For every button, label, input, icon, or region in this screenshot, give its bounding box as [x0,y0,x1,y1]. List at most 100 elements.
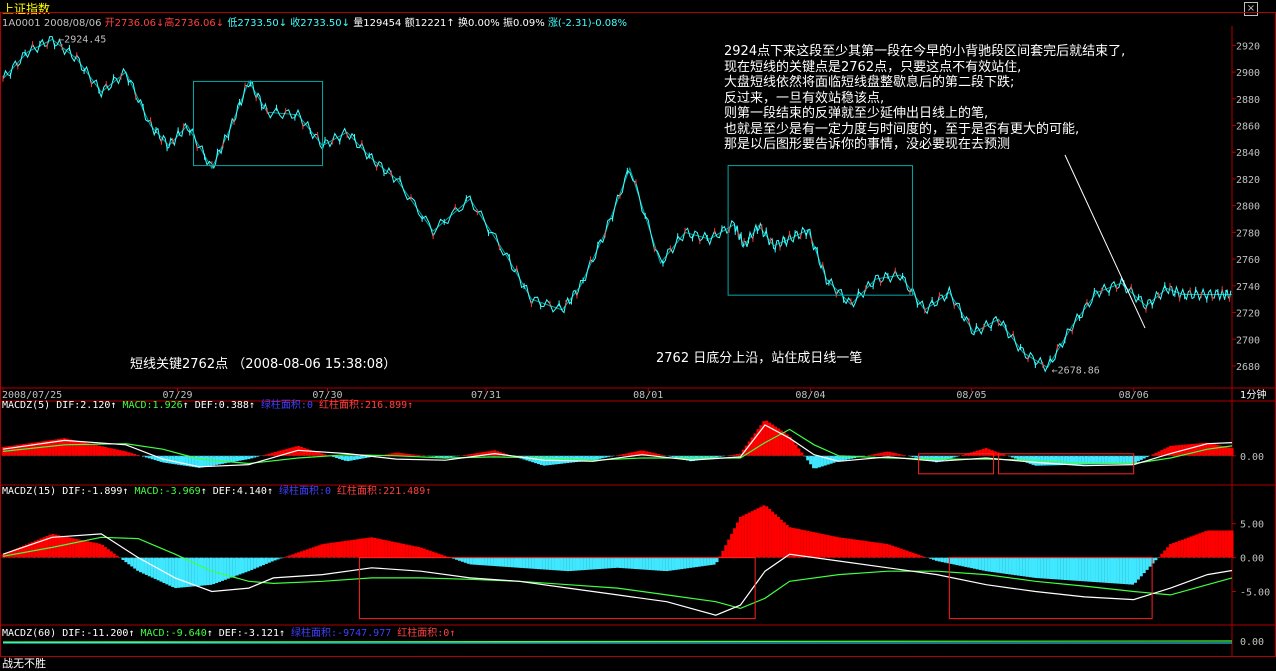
indicator-value: 红柱面积:216.899 [313,398,407,411]
x-tick-label: 08/01 [633,390,663,401]
macd-box [358,557,756,620]
high-label: ←2924.45 [58,34,106,45]
y-tick-label: 0.00 [1240,554,1264,565]
indicator-value: DEF:-3.121 [219,628,279,639]
dea-line [2,536,1233,610]
y-tick-label: 2800 [1236,202,1260,213]
y-tick-label: -5.00 [1240,588,1270,599]
indicator-value: 绿柱面积:0 [261,398,313,411]
x-tick-label: 08/04 [795,390,825,401]
arrow-down-icon: ↓ [215,18,225,29]
arrow-up-icon: ↑ [446,18,455,29]
indicator-header: MACDZ(5) DIF:2.120↑ MACD:1.926↑ DEF:0.38… [2,398,413,411]
header-high: 高2736.06 [164,18,216,29]
header-date: 2008/08/06 [43,18,102,29]
footer-text: 战无不胜 [2,657,46,670]
indicator-value: MACDZ(60) [2,628,56,639]
indicator-value: 绿柱面积:-9747.977 [291,626,391,639]
x-tick-label: 07/31 [471,390,501,401]
indicator-value: ↑ [122,486,134,497]
indicator-value: ↑ [128,628,140,639]
y-tick-label: 2900 [1236,68,1260,79]
indicator-value: ↑ [267,486,279,497]
annotation-key: 短线关键2762点 （2008-08-06 15:38:08） [130,357,396,372]
header-amount: 额12221 [404,18,447,29]
y-tick-label: 2860 [1236,122,1260,133]
indicator-value: DIF:-11.200 [56,628,128,639]
arrow-down-icon: ↓ [278,18,288,29]
macd-box [918,453,995,475]
y-tick-label: 2700 [1236,335,1260,346]
x-tick-label: 08/06 [1119,390,1149,401]
indicator-value: ↑ [425,486,431,497]
indicator-value: ↑ [407,400,413,411]
x-tick-label: 07/29 [162,390,192,401]
dea-line [2,428,1233,465]
annotation-pointer [1064,154,1146,329]
indicator-value: MACD:-3.969 [134,486,200,497]
y-tick-label: 2680 [1236,362,1260,373]
annotation-2762: 2762 日底分上沿，站住成日线一笔 [656,350,862,366]
price-header: 1A0001 2008/08/06 开2736.06↓高2736.06↓ 低27… [2,14,627,29]
panel-frames [0,12,1276,657]
indicator-value: MACD:-9.640 [140,628,206,639]
macdz15-panel: MACDZ(15) DIF:-1.899↑ MACD:-3.969↑ DEF:4… [1,484,1270,620]
indicator-value: DIF:2.120 [50,400,110,411]
header-change: 涨(-2.31)-0.08% [547,18,627,29]
y-tick-label: 2840 [1236,148,1260,159]
y-tick-label: 2740 [1236,282,1260,293]
arrow-down-icon: ↓ [156,18,165,29]
indicator-value: MACDZ(5) [2,400,50,411]
dea-line [2,640,1233,643]
y-tick-label: 0.00 [1240,637,1264,648]
y-tick-label: 2780 [1236,228,1260,239]
macdz60-panel: MACDZ(60) DIF:-11.200↑ MACD:-9.640↑ DEF:… [2,626,1264,648]
y-tick-label: 2920 [1236,41,1260,52]
indicator-value: ↑ [249,400,261,411]
dif-line [2,533,1233,616]
indicator-value: MACDZ(15) [2,486,56,497]
arrow-down-icon: ↓ [341,18,351,29]
y-tick-label: 5.00 [1240,520,1264,531]
y-tick-label: 2760 [1236,255,1260,266]
indicator-value: ↑ [201,486,213,497]
header-volume: 量129454 [353,18,402,29]
macd-box [948,557,1153,620]
x-tick-label: 2008/07/25 [2,390,62,401]
indicator-value: ↑ [110,400,122,411]
indicator-value: MACD:1.926 [122,400,182,411]
analysis-box [192,80,324,167]
header-turnover: 换0.00% [458,18,500,29]
x-tick-label: 08/05 [956,390,986,401]
annotation-note: 2924点下来这段至少其第一段在今早的小背驰段区间套完后就结束了, 现在短线的关… [724,44,1126,152]
header-amplitude: 振0.09% [502,18,545,29]
main-price-panel: 2680 2700 2720 2740 2760 2780 2800 2820 2840 2860… [2,34,1266,401]
dif-line [2,424,1233,468]
period-label: 1分钟 [1240,388,1266,401]
close-icon[interactable]: × [1244,2,1258,16]
header-code: 1A0001 [2,18,41,29]
indicator-header: MACDZ(60) DIF:-11.200↑ MACD:-9.640↑ DEF:… [2,626,455,639]
header-open: 开2736.06 [104,18,157,29]
y-tick-label: 2880 [1236,95,1260,106]
indicator-value: 红柱面积:0 [391,626,449,639]
y-tick-label: 2720 [1236,309,1260,320]
header-low: 低2733.50 [227,18,279,29]
indicator-value: ↑ [279,628,291,639]
y-tick-label: 0.00 [1240,452,1264,463]
indicator-value: DEF:0.388 [195,400,249,411]
header-close: 收2733.50 [290,18,342,29]
indicator-value: DEF:4.140 [213,486,267,497]
analysis-box [727,165,913,296]
low-label: ←2678.86 [1052,366,1100,377]
indicator-value: ↑ [183,400,195,411]
y-tick-label: 2820 [1236,175,1260,186]
macd-box [997,453,1135,475]
x-tick-label: 07/30 [312,390,342,401]
indicator-value: 红柱面积:221.489 [331,484,425,497]
indicator-value: ↑ [207,628,219,639]
indicator-value: 绿柱面积:0 [279,484,331,497]
macdz5-panel: MACDZ(5) DIF:2.120↑ MACD:1.926↑ DEF:0.38… [1,398,1264,475]
indicator-value: ↑ [449,628,455,639]
